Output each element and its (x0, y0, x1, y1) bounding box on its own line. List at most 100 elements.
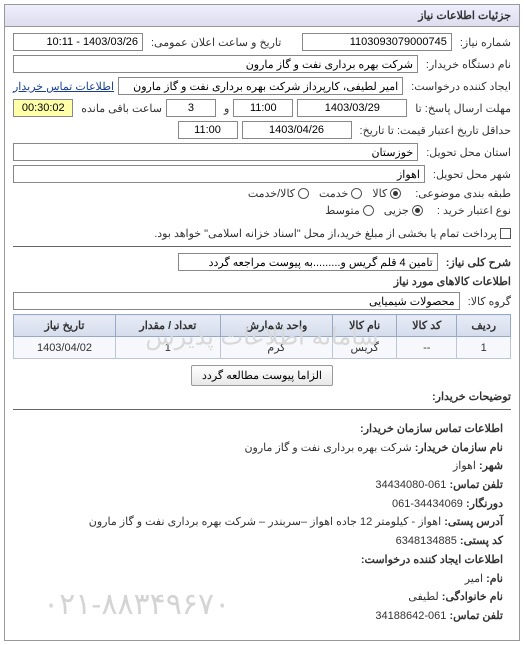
form-area: شماره نیاز: تاریخ و ساعت اعلان عمومی: نا… (5, 27, 519, 640)
reqno-input[interactable] (302, 33, 452, 51)
buyer-label: نام دستگاه خریدار: (426, 58, 511, 71)
row-attach: الزاما پیوست مطالعه گردد (13, 365, 511, 386)
th-name: نام کالا (333, 315, 397, 337)
creator-tel-value: 061-34188642 (375, 610, 446, 622)
contact-fax-value: 34434069-061 (392, 498, 463, 510)
validity-time[interactable] (178, 121, 238, 139)
contact-addr-label: آدرس پستی: (444, 516, 503, 528)
table-header-row: ردیف کد کالا نام کالا واحد شمارش تعداد /… (14, 315, 511, 337)
row-desc: شرح کلی نیاز: (13, 253, 511, 271)
classif-label: طبقه بندی موضوعی: (415, 187, 511, 200)
creator-name-value: امیر (465, 573, 483, 585)
panel-title: جزئیات اطلاعات نیاز (5, 5, 519, 27)
province-label: استان محل تحویل: (426, 146, 511, 159)
th-qty: تعداد / مقدار (115, 315, 220, 337)
table-row[interactable]: 1 -- گریس گرم 1 1403/04/02 (14, 337, 511, 359)
classif-opt-both-label: کالا/خدمت (248, 187, 295, 200)
contact-org-value: شرکت بهره برداری نفت و گاز مارون (244, 442, 411, 454)
radio-icon (363, 205, 374, 216)
radio-icon (298, 188, 309, 199)
desc-label: شرح کلی نیاز: (446, 256, 511, 269)
creator-name-label: نام: (486, 573, 503, 585)
td-date: 1403/04/02 (14, 337, 116, 359)
row-buyernotes: توضیحات خریدار: (13, 390, 511, 403)
group-input[interactable] (13, 292, 460, 310)
radio-icon (390, 188, 401, 199)
td-row: 1 (457, 337, 511, 359)
items-table: ردیف کد کالا نام کالا واحد شمارش تعداد /… (13, 314, 511, 359)
creator-input[interactable] (118, 77, 403, 95)
creator-lastname-value: لطیفی (408, 591, 438, 603)
row-creator: ایجاد کننده درخواست: اطلاعات تماس خریدار (13, 77, 511, 95)
creator-tel-label: تلفن تماس: (449, 610, 503, 622)
ptype-opt-minor-label: جزیی (384, 204, 409, 217)
creator-label: ایجاد کننده درخواست: (411, 80, 511, 93)
td-unit: گرم (220, 337, 332, 359)
announce-label: تاریخ و ساعت اعلان عمومی: (151, 36, 281, 49)
creator-heading: اطلاعات ایجاد کننده درخواست: (361, 554, 503, 566)
city-label: شهر محل تحویل: (433, 168, 511, 181)
deadline-label: مهلت ارسال پاسخ: تا (415, 102, 511, 115)
classif-opt-both[interactable]: کالا/خدمت (248, 187, 309, 200)
classif-opt-goods-label: کالا (372, 187, 387, 200)
contact-city-label: شهر: (479, 460, 503, 472)
announce-input[interactable] (13, 33, 143, 51)
details-panel: جزئیات اطلاعات نیاز شماره نیاز: تاریخ و … (4, 4, 520, 641)
ptype-note-check[interactable]: پرداخت تمام یا بخشی از مبلغ خرید،از محل … (154, 227, 511, 240)
ptype-label: نوع اعتبار خرید : (437, 204, 511, 217)
city-input[interactable] (13, 165, 425, 183)
contact-addr-value: اهواز - کیلومتر 12 جاده اهواز –سربندر – … (89, 516, 441, 528)
ptype-opt-medium-label: متوسط (325, 204, 360, 217)
validity-date[interactable] (242, 121, 352, 139)
th-date: تاریخ نیاز (14, 315, 116, 337)
validity-label: حداقل تاریخ اعتبار قیمت: تا تاریخ: (360, 124, 511, 137)
row-group: گروه کالا: (13, 292, 511, 310)
separator-2 (13, 409, 511, 410)
province-input[interactable] (13, 143, 418, 161)
radio-icon (412, 205, 423, 216)
td-name: گریس (333, 337, 397, 359)
row-reqno: شماره نیاز: تاریخ و ساعت اعلان عمومی: (13, 33, 511, 51)
group-label: گروه کالا: (468, 295, 511, 308)
contact-org-label: نام سازمان خریدار: (415, 442, 503, 454)
deadline-timer (13, 99, 73, 117)
th-unit: واحد شمارش (220, 315, 332, 337)
buyer-contact-link[interactable]: اطلاعات تماس خریدار (13, 80, 114, 93)
ptype-note: پرداخت تمام یا بخشی از مبلغ خرید،از محل … (154, 227, 497, 240)
contact-city-value: اهواز (453, 460, 476, 472)
deadline-date[interactable] (297, 99, 407, 117)
classif-opt-service[interactable]: خدمت (319, 187, 362, 200)
creator-lastname-label: نام خانوادگی: (442, 591, 503, 603)
checkbox-icon (500, 228, 511, 239)
row-purchasetype: نوع اعتبار خرید : جزیی متوسط پرداخت تمام… (13, 204, 511, 240)
separator (13, 246, 511, 247)
table-wrap: ردیف کد کالا نام کالا واحد شمارش تعداد /… (13, 314, 511, 359)
ptype-opt-minor[interactable]: جزیی (384, 204, 423, 217)
row-buyer: نام دستگاه خریدار: (13, 55, 511, 73)
row-deadline: مهلت ارسال پاسخ: تا و ساعت باقی مانده (13, 99, 511, 117)
contact-postal-value: 6348134885 (396, 535, 457, 547)
deadline-time[interactable] (233, 99, 293, 117)
items-title: اطلاعات کالاهای مورد نیاز (13, 275, 511, 288)
td-qty: 1 (115, 337, 220, 359)
classif-opt-goods[interactable]: کالا (372, 187, 401, 200)
row-province: استان محل تحویل: (13, 143, 511, 161)
row-city: شهر محل تحویل: (13, 165, 511, 183)
ptype-opt-medium[interactable]: متوسط (325, 204, 374, 217)
deadline-remain: ساعت باقی مانده (81, 102, 162, 115)
reqno-label: شماره نیاز: (460, 36, 511, 49)
row-classification: طبقه بندی موضوعی: کالا خدمت کالا/خدمت (13, 187, 511, 200)
contact-phone-value: 061-34434080 (375, 479, 446, 491)
desc-input[interactable] (178, 253, 438, 271)
row-validity: حداقل تاریخ اعتبار قیمت: تا تاریخ: (13, 121, 511, 139)
attachment-button[interactable]: الزاما پیوست مطالعه گردد (191, 365, 333, 386)
th-row: ردیف (457, 315, 511, 337)
contact-postal-label: کد پستی: (460, 535, 503, 547)
buyer-input[interactable] (13, 55, 418, 73)
radio-icon (351, 188, 362, 199)
contact-heading: اطلاعات تماس سازمان خریدار: (360, 423, 503, 435)
contact-fax-label: دورنگار: (466, 498, 503, 510)
deadline-num[interactable] (166, 99, 216, 117)
deadline-and: و (224, 102, 229, 115)
contact-phone-label: تلفن تماس: (449, 479, 503, 491)
